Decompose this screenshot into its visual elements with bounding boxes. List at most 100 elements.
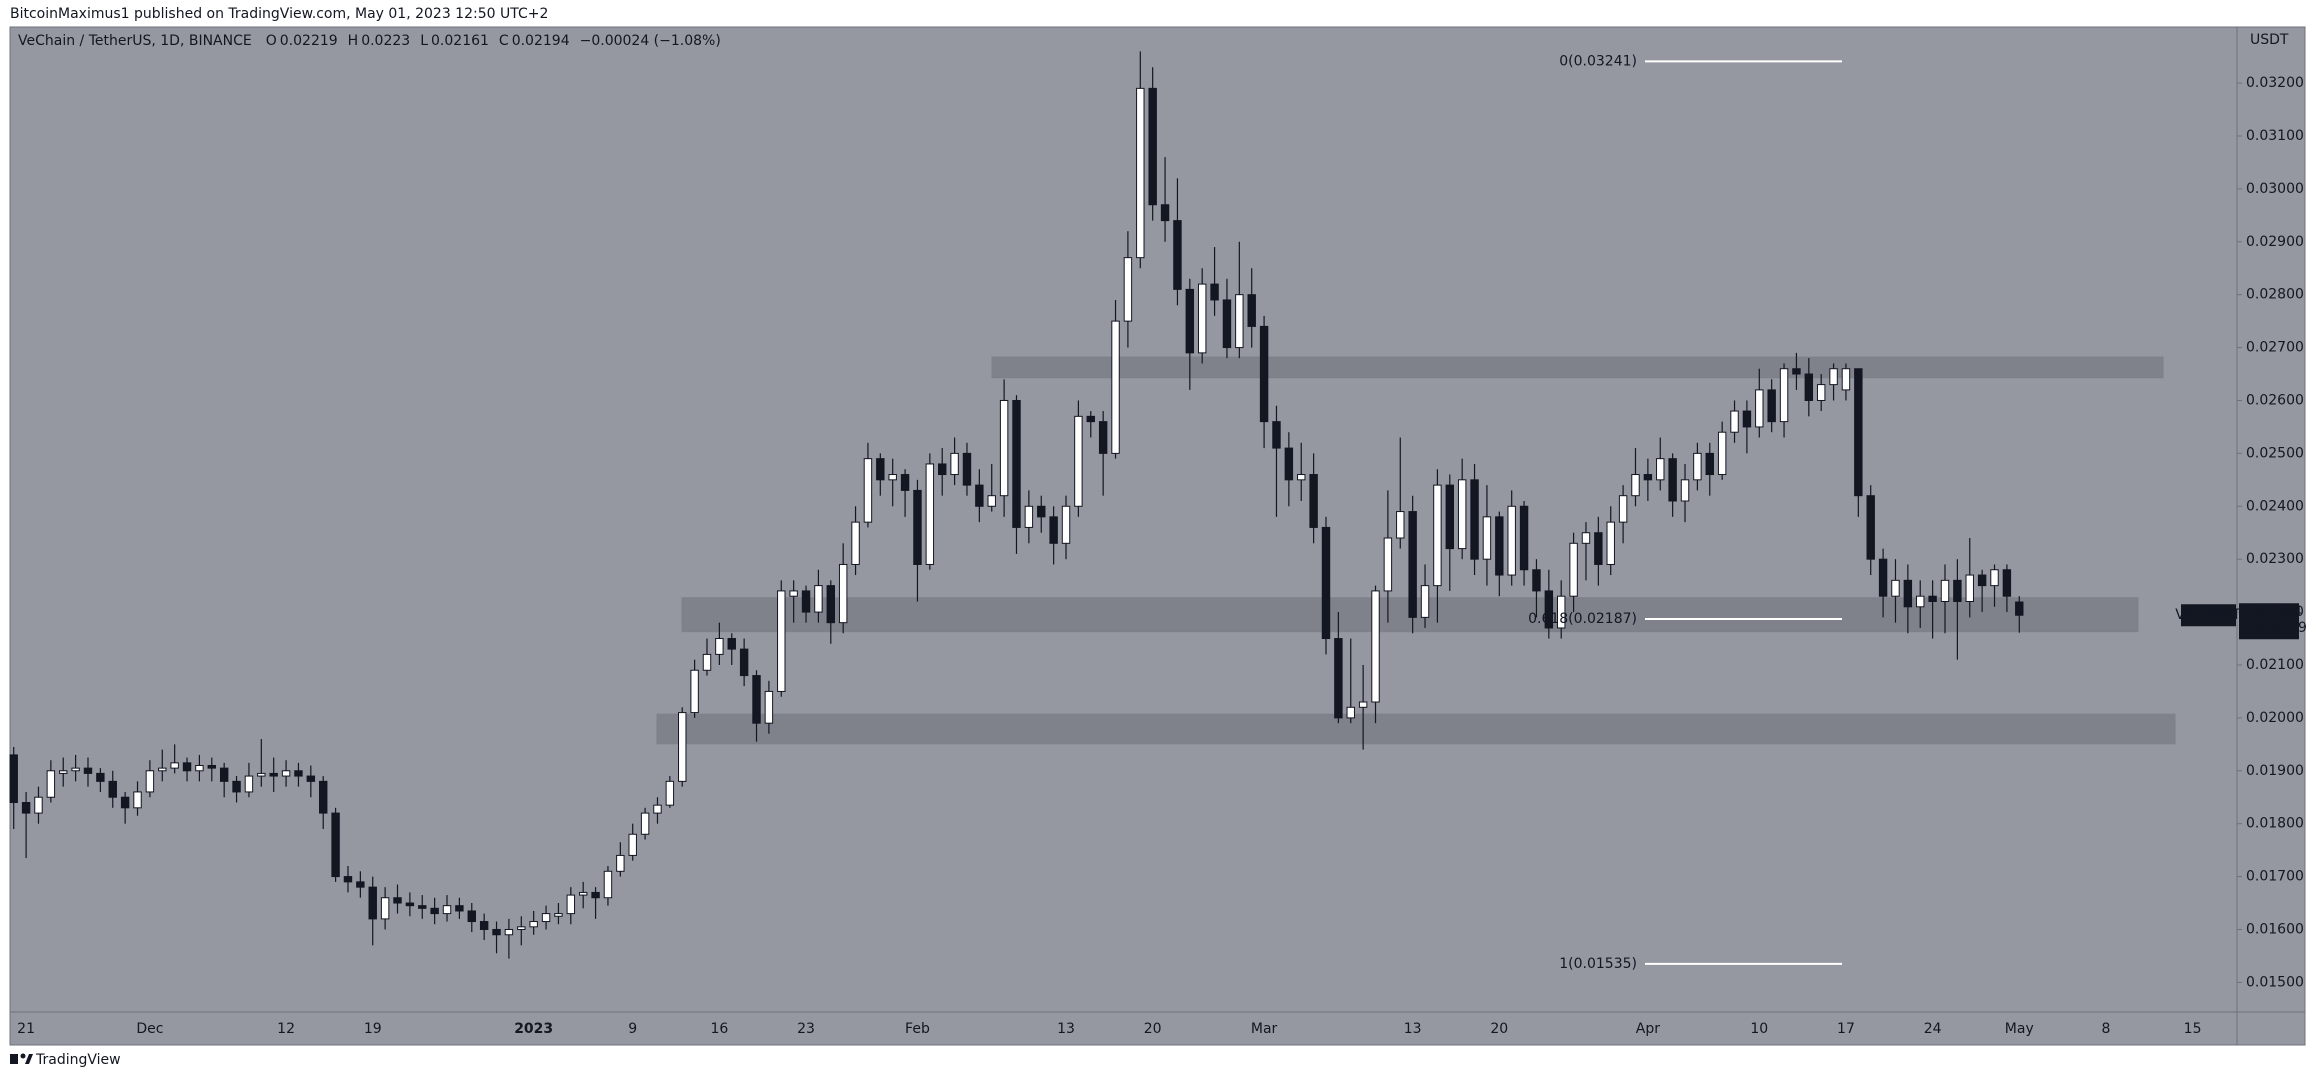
candle-body: [244, 775, 254, 793]
candle-body: [752, 675, 761, 724]
candle-body: [1371, 590, 1380, 703]
candle-body: [158, 767, 167, 772]
x-tick-label: 13: [1057, 1021, 1075, 1037]
axis-unit: USDT: [2250, 32, 2289, 48]
fib-label: 0.618(0.02187): [1528, 611, 1637, 627]
candle-body: [2002, 569, 2012, 597]
candle-body: [269, 772, 278, 777]
candle-body: [1173, 220, 1182, 290]
candle-body: [1965, 574, 1974, 602]
candle-body: [678, 712, 687, 782]
candle-body: [591, 891, 600, 899]
y-tick-label: 0.03200: [2246, 75, 2304, 91]
candle-body: [1321, 526, 1331, 640]
y-tick-label: 0.03000: [2246, 181, 2304, 197]
price-tag-symbol-box: [2181, 604, 2236, 627]
candle-body: [71, 767, 80, 772]
candle-body: [418, 905, 427, 909]
candle-body: [1693, 452, 1702, 481]
candle-body: [987, 495, 996, 507]
candle-body: [1903, 579, 1913, 608]
x-tick-label: 10: [1750, 1021, 1768, 1037]
candle-body: [467, 910, 476, 923]
candle-body: [21, 802, 31, 814]
candle-body: [1594, 532, 1603, 565]
y-tick-label: 0.03100: [2246, 128, 2304, 144]
candle-body: [913, 489, 922, 565]
y-tick-label: 0.02600: [2246, 392, 2304, 408]
candle-body: [455, 905, 464, 912]
y-tick-label: 0.01700: [2246, 869, 2304, 885]
x-tick-label: Dec: [136, 1021, 163, 1037]
candle-body: [777, 590, 786, 692]
candle-body: [1767, 389, 1776, 423]
y-tick-label: 0.01600: [2246, 921, 2304, 937]
candle-body: [1185, 288, 1195, 354]
y-tick-label: 0.01800: [2246, 816, 2304, 832]
candle-body: [1779, 368, 1789, 423]
candle-body: [1742, 410, 1752, 428]
x-tick-label: 15: [2184, 1021, 2202, 1037]
candle-body: [232, 780, 241, 793]
candle-body: [950, 452, 959, 476]
candle-body: [46, 770, 56, 798]
candle-body: [640, 812, 650, 835]
price-zone: [656, 713, 2176, 745]
x-tick-label: Feb: [905, 1021, 930, 1037]
candle-body: [838, 563, 848, 624]
candle-body: [405, 902, 415, 907]
price-zone: [991, 356, 2164, 379]
candle-body: [1717, 431, 1727, 476]
candle-body: [1891, 579, 1900, 597]
y-tick-label: 0.02300: [2246, 551, 2304, 567]
candle-body: [863, 458, 873, 523]
legend-key: H: [348, 33, 359, 49]
candle-body: [9, 754, 18, 804]
candle-body: [1643, 474, 1653, 481]
candle-body: [826, 585, 836, 624]
candle-body: [1420, 585, 1430, 618]
candle-body: [1656, 458, 1665, 481]
price-tag-box: [2239, 603, 2299, 640]
candle-body: [1358, 701, 1368, 708]
candle-body: [1297, 474, 1306, 481]
candle-body: [1730, 410, 1739, 433]
candle-body: [690, 669, 699, 714]
candle-body: [1532, 569, 1541, 592]
x-tick-label: 2023: [514, 1021, 553, 1037]
candle-body: [319, 780, 328, 814]
candle-body: [1433, 484, 1442, 587]
candle-body: [801, 590, 811, 613]
candle-body: [145, 770, 155, 793]
candle-body: [1854, 368, 1863, 497]
candle-body: [1977, 574, 1987, 587]
y-tick-label: 0.02800: [2246, 287, 2304, 303]
candle-body: [925, 463, 935, 565]
candle-body: [1197, 283, 1207, 354]
x-tick-label: Apr: [1636, 1021, 1660, 1037]
candle-body: [653, 804, 662, 814]
logo-mark: [20, 1053, 26, 1059]
candle-body: [1519, 505, 1529, 571]
candle-body: [702, 653, 712, 671]
x-tick-label: 16: [710, 1021, 728, 1037]
candle-body: [1012, 399, 1021, 528]
legend-key: L: [420, 33, 428, 49]
candle-body: [1928, 595, 1937, 602]
candle-body: [257, 772, 266, 777]
x-tick-label: 23: [797, 1021, 815, 1037]
candle-body: [517, 926, 526, 930]
candle-body: [1495, 516, 1504, 576]
candle-body: [343, 876, 353, 883]
candle-body: [219, 767, 229, 782]
candle-body: [1606, 521, 1615, 565]
candle-body: [1383, 537, 1393, 592]
candle-body: [1222, 299, 1232, 349]
candle-body: [479, 921, 489, 930]
candle-body: [1334, 638, 1343, 719]
candle-body: [1086, 415, 1095, 423]
candle-body: [1569, 542, 1578, 597]
candle-body: [851, 521, 860, 565]
candle-body: [195, 764, 204, 772]
